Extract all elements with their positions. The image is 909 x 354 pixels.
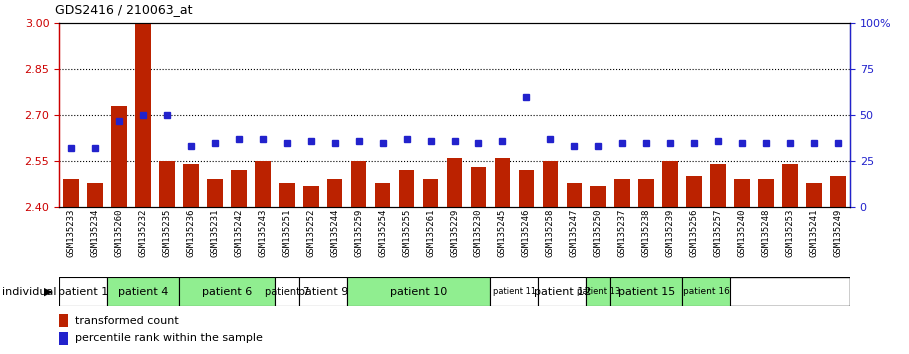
Bar (179, 277, 275, 306)
Text: transformed count: transformed count (75, 316, 179, 326)
Text: GSM135242: GSM135242 (235, 209, 244, 257)
Text: GSM135251: GSM135251 (283, 209, 291, 257)
Bar (538, 277, 586, 306)
Bar (59, 332, 68, 345)
Bar (399, 170, 415, 207)
Bar (494, 158, 510, 207)
Text: GSM135232: GSM135232 (138, 209, 147, 257)
Text: patient 13: patient 13 (576, 287, 620, 296)
Bar (87, 183, 103, 207)
Bar (663, 161, 678, 207)
Text: GSM135244: GSM135244 (330, 209, 339, 257)
Bar (806, 183, 822, 207)
Bar (327, 179, 343, 207)
Text: GSM135246: GSM135246 (522, 209, 531, 257)
Text: GSM135258: GSM135258 (546, 209, 554, 257)
Text: GDS2416 / 210063_at: GDS2416 / 210063_at (55, 3, 192, 16)
Bar (710, 164, 726, 207)
Text: GSM135252: GSM135252 (306, 209, 315, 257)
Text: patient 1: patient 1 (58, 287, 108, 297)
Bar (111, 106, 126, 207)
Text: individual: individual (2, 287, 56, 297)
Text: GSM135248: GSM135248 (762, 209, 771, 257)
Bar (614, 179, 630, 207)
Text: patient 15: patient 15 (617, 287, 674, 297)
Text: patient 4: patient 4 (118, 287, 168, 297)
Bar (207, 179, 223, 207)
Text: GSM135254: GSM135254 (378, 209, 387, 257)
Text: GSM135257: GSM135257 (714, 209, 723, 257)
Bar (423, 179, 438, 207)
Text: GSM135249: GSM135249 (834, 209, 843, 257)
Bar (519, 170, 534, 207)
Bar (610, 277, 682, 306)
Text: GSM135233: GSM135233 (66, 209, 75, 257)
Text: GSM135236: GSM135236 (186, 209, 195, 257)
Bar (59, 314, 68, 327)
Bar (783, 164, 798, 207)
Bar (159, 161, 175, 207)
Bar (279, 183, 295, 207)
Text: percentile rank within the sample: percentile rank within the sample (75, 333, 264, 343)
Bar (566, 183, 582, 207)
Bar (471, 167, 486, 207)
Bar (59, 277, 107, 306)
Text: GSM135231: GSM135231 (210, 209, 219, 257)
Bar (686, 176, 702, 207)
Bar (543, 161, 558, 207)
Text: GSM135245: GSM135245 (498, 209, 507, 257)
Bar (64, 179, 79, 207)
Bar (303, 185, 318, 207)
Bar (346, 277, 491, 306)
Text: GSM135253: GSM135253 (785, 209, 794, 257)
Bar (591, 185, 606, 207)
Text: patient 9: patient 9 (297, 287, 348, 297)
Text: ▶: ▶ (44, 287, 53, 297)
Text: patient 10: patient 10 (390, 287, 447, 297)
Text: patient 6: patient 6 (202, 287, 252, 297)
Bar (135, 23, 151, 207)
Text: GSM135235: GSM135235 (163, 209, 172, 257)
Bar (446, 158, 463, 207)
Text: GSM135259: GSM135259 (355, 209, 363, 257)
Bar (255, 161, 271, 207)
Bar (351, 161, 366, 207)
Text: GSM135255: GSM135255 (402, 209, 411, 257)
Bar (231, 170, 246, 207)
Text: GSM135234: GSM135234 (91, 209, 99, 257)
Text: GSM135261: GSM135261 (426, 209, 435, 257)
Text: GSM135256: GSM135256 (690, 209, 699, 257)
Bar (275, 277, 299, 306)
Bar (107, 277, 179, 306)
Text: GSM135241: GSM135241 (810, 209, 818, 257)
Text: GSM135250: GSM135250 (594, 209, 603, 257)
Text: patient 7: patient 7 (265, 287, 309, 297)
Text: GSM135239: GSM135239 (665, 209, 674, 257)
Text: GSM135238: GSM135238 (642, 209, 651, 257)
Text: patient 12: patient 12 (534, 287, 591, 297)
Bar (299, 277, 346, 306)
Bar (682, 277, 730, 306)
Bar (638, 179, 654, 207)
Bar (830, 176, 845, 207)
Bar (375, 183, 390, 207)
Text: GSM135243: GSM135243 (258, 209, 267, 257)
Text: GSM135229: GSM135229 (450, 209, 459, 257)
Bar (491, 277, 538, 306)
Bar (734, 179, 750, 207)
Text: GSM135230: GSM135230 (474, 209, 483, 257)
Text: GSM135247: GSM135247 (570, 209, 579, 257)
Bar (586, 277, 610, 306)
Text: GSM135260: GSM135260 (115, 209, 124, 257)
Text: GSM135237: GSM135237 (618, 209, 626, 257)
Text: GSM135240: GSM135240 (737, 209, 746, 257)
Bar (183, 164, 199, 207)
Text: patient 11: patient 11 (493, 287, 536, 296)
Bar (758, 179, 774, 207)
Text: patient 16: patient 16 (683, 287, 730, 296)
